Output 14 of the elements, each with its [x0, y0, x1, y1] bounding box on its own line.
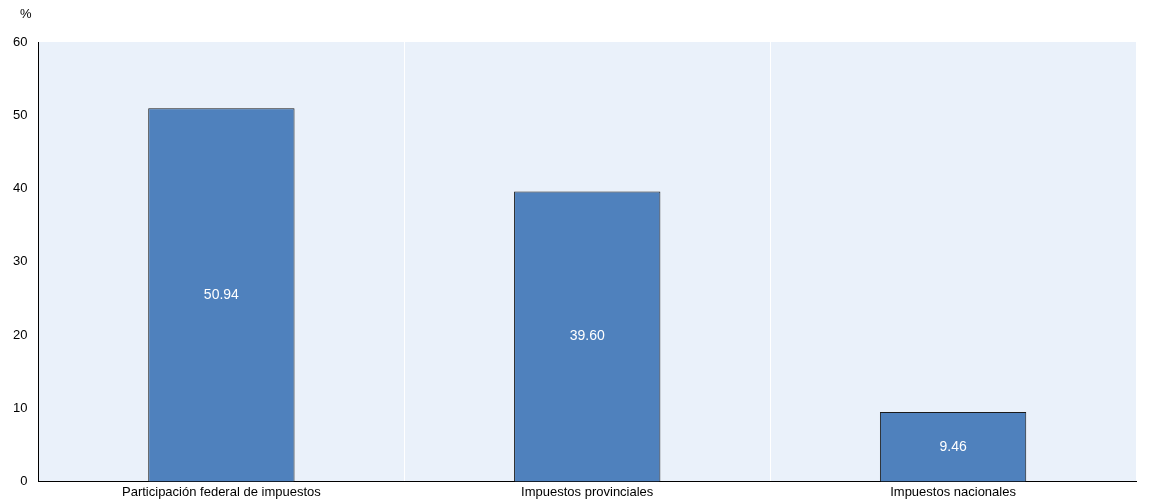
y-axis-title: %: [20, 6, 32, 21]
x-tick-label: Participación federal de impuestos: [122, 483, 322, 499]
y-tick-label: 40: [12, 180, 28, 196]
y-tick-label: 50: [12, 106, 28, 122]
y-tick-label: 10: [12, 399, 28, 415]
x-tick-label: Impuestos provinciales: [521, 483, 654, 499]
y-tick-label: 20: [12, 326, 28, 342]
y-tick-label: 30: [12, 253, 28, 269]
data-label: 50.94: [203, 285, 240, 302]
y-tick-label: 60: [12, 33, 28, 49]
x-tick-label: Impuestos nacionales: [890, 483, 1017, 499]
data-label: 9.46: [939, 437, 967, 454]
data-label: 39.60: [569, 327, 605, 344]
y-tick-label: 0: [20, 472, 28, 488]
